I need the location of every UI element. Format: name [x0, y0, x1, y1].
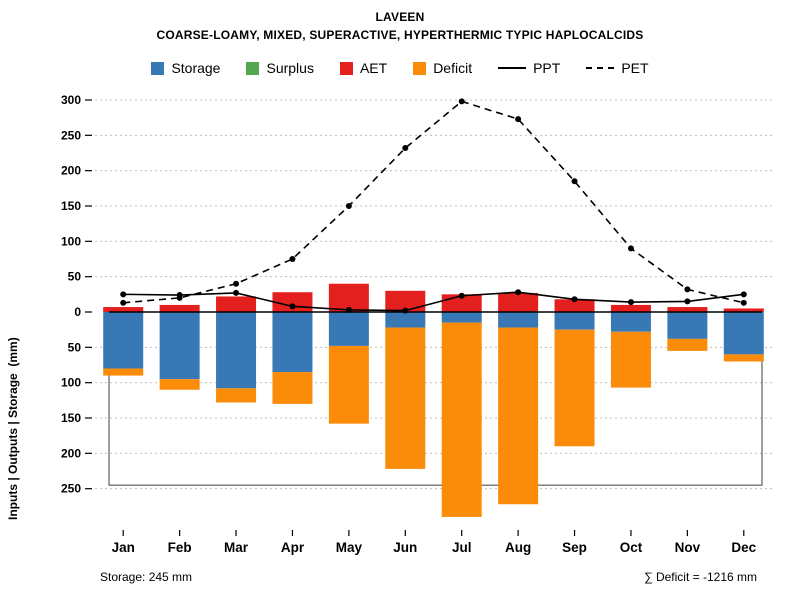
storage-swatch — [151, 61, 165, 75]
pet-line-sample — [586, 67, 615, 69]
ppt-line-sample — [498, 67, 527, 69]
x-axis: Jan Feb Mar Apr May Jun Jul Aug Sep Oct Nov Dec — [112, 530, 757, 555]
climate-lines — [120, 98, 747, 314]
surplus-swatch — [246, 61, 260, 75]
deficit-sum-note: ∑ Deficit = -1216 mm — [644, 570, 757, 584]
legend-item-aet: AET — [339, 60, 388, 76]
legend-label: AET — [359, 60, 388, 76]
legend-label: Storage — [171, 60, 221, 76]
svg-text:150: 150 — [61, 199, 81, 213]
svg-text:May: May — [336, 540, 363, 555]
svg-text:200: 200 — [61, 446, 81, 460]
svg-text:Jan: Jan — [112, 540, 135, 555]
svg-text:150: 150 — [61, 411, 81, 425]
svg-text:Nov: Nov — [675, 540, 701, 555]
legend-item-storage: Storage — [151, 60, 220, 76]
chart-subtitle: COARSE-LOAMY, MIXED, SUPERACTIVE, HYPERT… — [156, 28, 644, 42]
svg-text:50: 50 — [68, 270, 82, 284]
title-block: LAVEEN COARSE-LOAMY, MIXED, SUPERACTIVE,… — [0, 0, 800, 42]
svg-text:Aug: Aug — [505, 540, 531, 555]
storage-capacity-box — [108, 311, 763, 486]
svg-text:50: 50 — [68, 340, 82, 354]
legend-label: PET — [621, 60, 649, 76]
svg-text:200: 200 — [61, 164, 81, 178]
y-axis-label: Inputs | Outputs | Storage (mm) — [6, 337, 20, 520]
svg-text:Feb: Feb — [168, 540, 192, 555]
deficit-swatch — [413, 61, 427, 75]
svg-text:Apr: Apr — [281, 540, 305, 555]
svg-text:Mar: Mar — [224, 540, 249, 555]
svg-text:Oct: Oct — [620, 540, 643, 555]
legend-item-ppt: PPT — [498, 60, 560, 76]
svg-text:Jun: Jun — [393, 540, 417, 555]
svg-text:100: 100 — [61, 234, 81, 248]
legend-item-surplus: Surplus — [246, 60, 314, 76]
y-axis: 300 250 200 150 100 50 0 50 100 150 200 250 — [61, 93, 92, 496]
svg-text:Jul: Jul — [452, 540, 472, 555]
svg-text:250: 250 — [61, 128, 81, 142]
legend-label: Surplus — [266, 60, 314, 76]
chart-title: LAVEEN — [375, 10, 425, 24]
water-balance-chart: 300 250 200 150 100 50 0 50 100 150 200 250 Jan Feb Ma… — [61, 93, 772, 555]
chart-legend: Storage Surplus AET Deficit PPT PET — [0, 58, 800, 78]
svg-text:300: 300 — [61, 93, 81, 107]
legend-label: PPT — [533, 60, 561, 76]
aet-swatch — [339, 61, 353, 75]
svg-text:Dec: Dec — [731, 540, 756, 555]
svg-text:0: 0 — [74, 305, 81, 319]
monthly-bars — [103, 283, 764, 517]
svg-text:100: 100 — [61, 376, 81, 390]
svg-text:Sep: Sep — [562, 540, 587, 555]
storage-note: Storage: 245 mm — [100, 570, 193, 584]
legend-label: Deficit — [433, 60, 473, 76]
legend-item-pet: PET — [586, 60, 649, 76]
legend-item-deficit: Deficit — [413, 60, 472, 76]
svg-text:250: 250 — [61, 482, 81, 496]
